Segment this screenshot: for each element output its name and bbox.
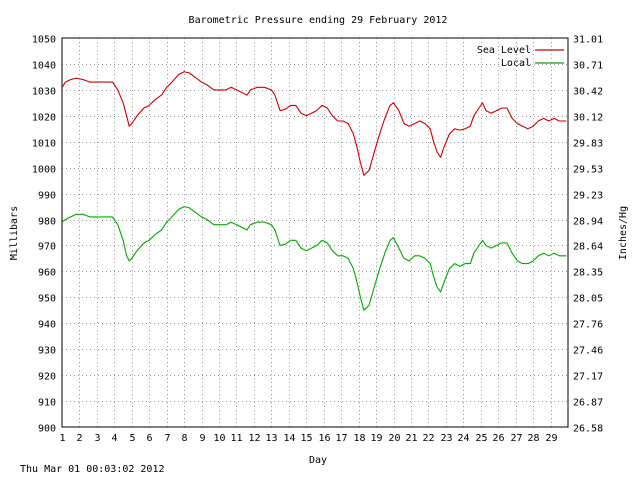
- y-tick-label-left: 1040: [32, 61, 56, 72]
- x-tick-label: 15: [300, 433, 312, 444]
- y-tick-label-left: 920: [38, 372, 56, 383]
- grid: [62, 38, 568, 427]
- x-tick-label: 19: [370, 433, 382, 444]
- y-axis-right-ticks: 26.58 26.87 27.17 27.46 27.76 28.05 28.35 28.64…: [573, 35, 603, 435]
- x-tick-label: 22: [422, 433, 434, 444]
- x-tick-label: 13: [265, 433, 277, 444]
- x-tick-label: 27: [510, 433, 522, 444]
- x-tick-label: 4: [111, 433, 117, 444]
- x-tick-label: 8: [181, 433, 187, 444]
- y-tick-label-right: 27.17: [573, 372, 603, 383]
- x-tick-label: 14: [283, 433, 295, 444]
- y-tick-label-left: 910: [38, 398, 56, 409]
- x-tick-label: 6: [146, 433, 152, 444]
- y-tick-label-right: 27.46: [573, 346, 603, 357]
- y-tick-label-left: 1030: [32, 87, 56, 98]
- x-tick-label: 21: [405, 433, 417, 444]
- x-tick-label: 28: [527, 433, 539, 444]
- y-tick-label-right: 29.83: [573, 139, 603, 150]
- generated-timestamp: Thu Mar 01 00:03:02 2012: [20, 464, 165, 475]
- y-tick-label-left: 950: [38, 294, 56, 305]
- chart-title: Barometric Pressure ending 29 February 2…: [189, 15, 448, 26]
- y-tick-label-right: 26.87: [573, 398, 603, 409]
- y-tick-label-right: 27.76: [573, 320, 603, 331]
- x-tick-label: 10: [213, 433, 225, 444]
- x-tick-label: 17: [335, 433, 347, 444]
- y-tick-label-right: 31.01: [573, 35, 603, 46]
- legend: Sea Level Local: [477, 45, 564, 69]
- y-axis-label-right: Inches/Hg: [618, 206, 629, 260]
- y-tick-label-right: 30.71: [573, 61, 603, 72]
- x-tick-label: 7: [164, 433, 170, 444]
- x-tick-label: 24: [457, 433, 469, 444]
- y-tick-label-left: 1020: [32, 113, 56, 124]
- x-tick-label: 23: [440, 433, 452, 444]
- y-tick-label-right: 30.12: [573, 113, 603, 124]
- series-lines: [61, 71, 567, 311]
- x-tick-label: 18: [353, 433, 365, 444]
- x-axis-label: Day: [309, 455, 327, 466]
- y-tick-label-right: 29.53: [573, 165, 603, 176]
- y-tick-label-left: 930: [38, 346, 56, 357]
- y-axis-left-ticks: 900 910 920 930 940 950 960 970 980 990 1000 1010 10…: [32, 35, 56, 435]
- series-line-sea-level: [61, 71, 567, 176]
- x-tick-label: 9: [199, 433, 205, 444]
- series-line-local: [61, 206, 567, 311]
- x-tick-label: 1: [59, 433, 65, 444]
- x-tick-label: 2: [76, 433, 82, 444]
- y-tick-label-left: 980: [38, 217, 56, 228]
- y-tick-label-right: 29.23: [573, 191, 603, 202]
- y-tick-label-left: 940: [38, 320, 56, 331]
- y-tick-label-left: 1050: [32, 35, 56, 46]
- x-tick-label: 25: [475, 433, 487, 444]
- y-tick-label-right: 30.42: [573, 87, 603, 98]
- x-tick-label: 5: [129, 433, 135, 444]
- y-tick-label-left: 1010: [32, 139, 56, 150]
- y-tick-label-right: 28.64: [573, 242, 603, 253]
- x-tick-label: 11: [230, 433, 242, 444]
- y-tick-label-right: 28.94: [573, 217, 603, 228]
- y-tick-label-right: 28.35: [573, 268, 603, 279]
- y-tick-label-left: 970: [38, 242, 56, 253]
- x-tick-label: 29: [545, 433, 557, 444]
- x-tick-label: 26: [492, 433, 504, 444]
- x-axis-ticks: 1 2 3 4 5 6 7 8 9 10 11 12 13 14 15 16 17 18 19 20 21 22 23 24 2…: [59, 433, 557, 444]
- x-tick-label: 12: [248, 433, 260, 444]
- x-tick-label: 16: [318, 433, 330, 444]
- y-tick-label-left: 900: [38, 424, 56, 435]
- y-tick-label-left: 960: [38, 268, 56, 279]
- legend-label: Sea Level: [477, 45, 531, 56]
- y-tick-label-left: 1000: [32, 165, 56, 176]
- legend-label: Local: [501, 58, 531, 69]
- y-tick-label-left: 990: [38, 191, 56, 202]
- y-axis-label-left: Millibars: [9, 206, 20, 260]
- plot-frame: [61, 37, 569, 428]
- y-tick-label-right: 28.05: [573, 294, 603, 305]
- x-tick-label: 20: [388, 433, 400, 444]
- y-tick-label-right: 26.58: [573, 424, 603, 435]
- x-tick-label: 3: [94, 433, 100, 444]
